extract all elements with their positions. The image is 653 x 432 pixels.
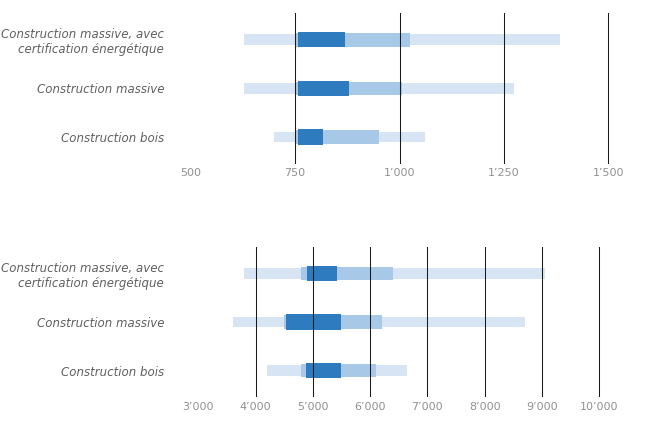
- Bar: [302, 267, 393, 280]
- Bar: [232, 317, 524, 327]
- Bar: [302, 364, 376, 378]
- Bar: [298, 129, 323, 145]
- Bar: [284, 315, 381, 329]
- Bar: [298, 80, 349, 96]
- Bar: [298, 32, 345, 48]
- Bar: [295, 130, 379, 144]
- Bar: [267, 365, 407, 376]
- Bar: [295, 33, 410, 47]
- Bar: [244, 268, 545, 279]
- Bar: [295, 82, 402, 95]
- Bar: [244, 35, 560, 45]
- Bar: [307, 266, 337, 281]
- Bar: [306, 363, 342, 378]
- Bar: [274, 132, 424, 142]
- Bar: [244, 83, 515, 94]
- Bar: [286, 314, 342, 330]
